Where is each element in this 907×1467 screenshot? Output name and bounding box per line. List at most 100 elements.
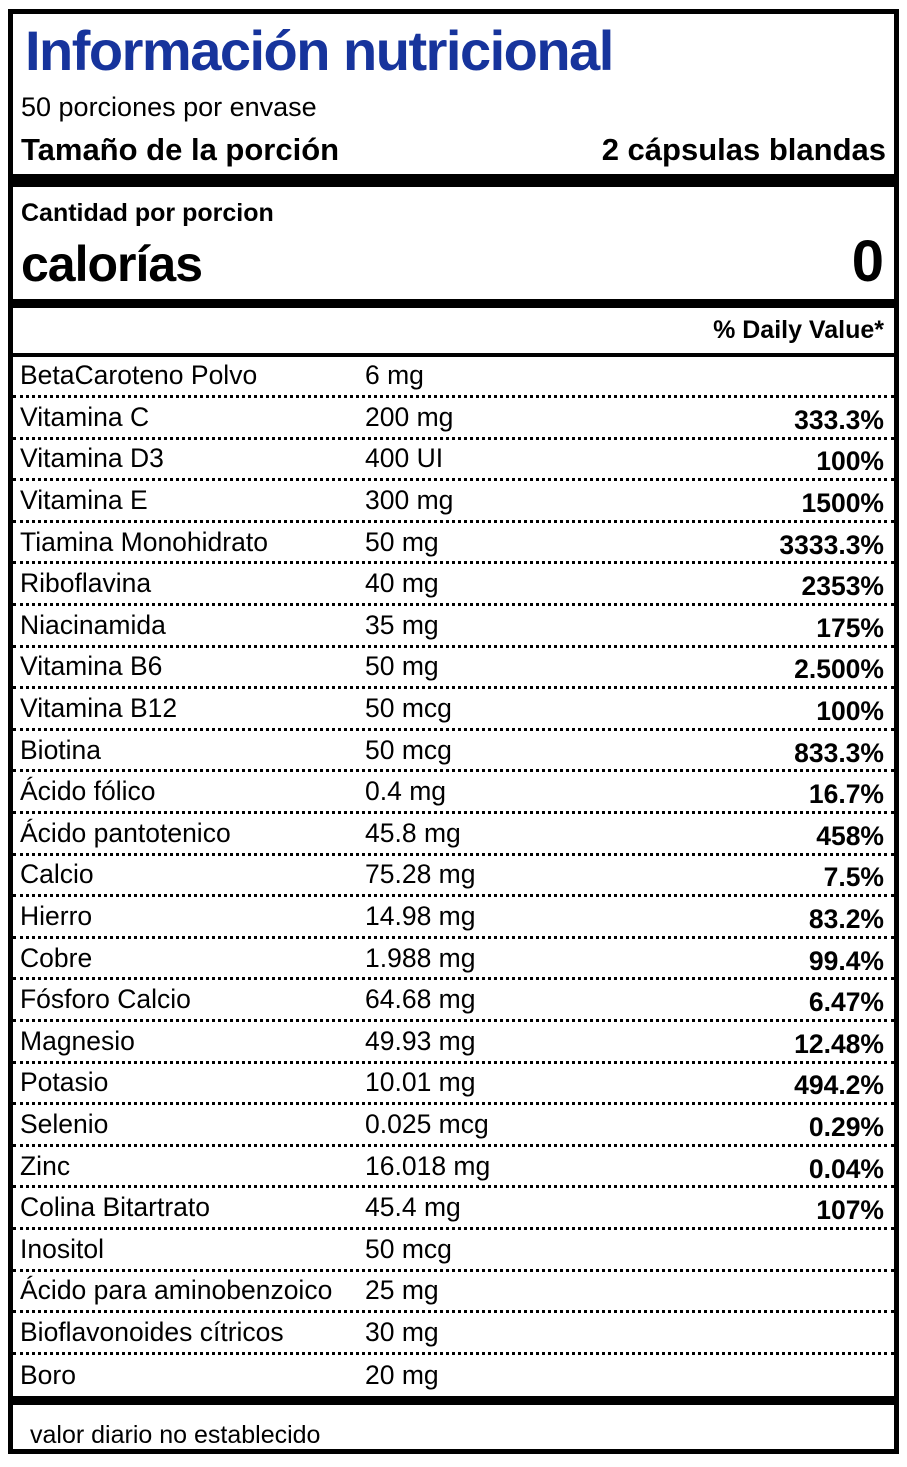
medium-divider-bottom xyxy=(13,1396,894,1406)
nutrient-name: Potasio xyxy=(20,1067,109,1098)
nutrient-daily-value: 100% xyxy=(816,696,884,727)
nutrient-table-body: BetaCaroteno Polvo 6 mg Vitamina C 200 m… xyxy=(13,357,894,1397)
nutrient-name: Magnesio xyxy=(20,1025,135,1056)
nutrient-name: Inositol xyxy=(20,1233,104,1264)
nutrient-amount: 50 mcg xyxy=(365,734,452,765)
nutrient-row: Inositol 50 mcg xyxy=(13,1230,894,1272)
nutrient-name: Vitamina E xyxy=(20,485,148,516)
nutrient-row: Vitamina D3 400 UI 100% xyxy=(13,440,894,482)
nutrient-amount: 10.01 mg xyxy=(365,1067,476,1098)
nutrient-name: Vitamina D3 xyxy=(20,443,164,474)
nutrient-amount: 6 mg xyxy=(365,360,424,391)
nutrient-row: Colina Bitartrato 45.4 mg 107% xyxy=(13,1188,894,1230)
nutrient-name: Bioflavonoides cítricos xyxy=(20,1316,284,1347)
nutrient-row: Magnesio 49.93 mg 12.48% xyxy=(13,1022,894,1064)
nutrient-amount: 1.988 mg xyxy=(365,942,476,973)
nutrient-row: Bioflavonoides cítricos 30 mg xyxy=(13,1313,894,1355)
nutrient-name: Vitamina C xyxy=(20,401,150,432)
nutrient-daily-value: 6.47% xyxy=(808,987,884,1018)
nutrient-daily-value: 100% xyxy=(816,446,884,477)
nutrient-daily-value: 12.48% xyxy=(794,1028,884,1059)
serving-size-row: Tamaño de la porción 2 cápsulas blandas xyxy=(13,124,894,174)
nutrient-row: Vitamina B12 50 mcg 100% xyxy=(13,689,894,731)
nutrient-daily-value: 494.2% xyxy=(794,1070,884,1101)
nutrient-daily-value: 83.2% xyxy=(808,904,884,935)
nutrient-amount: 0.4 mg xyxy=(365,776,447,807)
nutrient-row: Ácido pantotenico 45.8 mg 458% xyxy=(13,814,894,856)
nutrient-amount: 50 mcg xyxy=(365,693,452,724)
nutrient-row: Zinc 16.018 mg 0.04% xyxy=(13,1147,894,1189)
nutrient-amount: 400 UI xyxy=(365,443,444,474)
nutrient-daily-value: 2.500% xyxy=(794,654,884,685)
nutrient-amount: 50 mcg xyxy=(365,1233,452,1264)
nutrient-amount: 49.93 mg xyxy=(365,1025,476,1056)
nutrient-amount: 14.98 mg xyxy=(365,901,476,932)
nutrient-name: Niacinamida xyxy=(20,609,166,640)
nutrient-name: Boro xyxy=(20,1360,76,1391)
nutrient-daily-value: 16.7% xyxy=(808,779,884,810)
amount-per-serving-label: Cantidad por porcion xyxy=(21,198,274,227)
medium-divider-calories xyxy=(13,298,894,308)
nutrient-name: Hierro xyxy=(20,901,93,932)
serving-size-label: Tamaño de la porción xyxy=(21,131,340,167)
nutrient-amount: 45.8 mg xyxy=(365,817,461,848)
nutrient-daily-value: 833.3% xyxy=(794,737,884,768)
nutrient-name: Ácido fólico xyxy=(20,776,156,807)
calories-label: calorías xyxy=(21,235,203,292)
daily-value-footnote: valor diario no establecido xyxy=(30,1421,321,1450)
nutrient-name: Colina Bitartrato xyxy=(20,1192,211,1223)
calories-row: calorías 0 xyxy=(13,228,894,299)
nutrient-amount: 200 mg xyxy=(365,401,454,432)
thick-divider-top xyxy=(13,173,894,187)
nutrient-daily-value: 0.04% xyxy=(808,1153,884,1184)
nutrient-row: Tiamina Monohidrato 50 mg 3333.3% xyxy=(13,523,894,565)
nutrient-name: Zinc xyxy=(20,1150,71,1181)
nutrient-amount: 20 mg xyxy=(365,1360,439,1391)
nutrient-daily-value: 107% xyxy=(816,1195,884,1226)
nutrient-row: Ácido fólico 0.4 mg 16.7% xyxy=(13,772,894,815)
nutrient-name: Vitamina B12 xyxy=(20,693,178,724)
nutrient-name: Ácido para aminobenzoico xyxy=(20,1275,333,1306)
nutrient-row: Cobre 1.988 mg 99.4% xyxy=(13,939,894,981)
nutrient-amount: 75.28 mg xyxy=(365,859,476,890)
nutrient-amount: 25 mg xyxy=(365,1275,439,1306)
nutrient-row: Fósforo Calcio 64.68 mg 6.47% xyxy=(13,980,894,1022)
daily-value-header: % Daily Value* xyxy=(713,315,884,344)
nutrient-name: Biotina xyxy=(20,734,102,765)
calories-value: 0 xyxy=(851,228,884,294)
nutrient-name: Tiamina Monohidrato xyxy=(20,526,268,557)
nutrient-row: BetaCaroteno Polvo 6 mg xyxy=(13,357,894,399)
nutrient-daily-value: 1500% xyxy=(801,488,884,519)
nutrient-row: Biotina 50 mcg 833.3% xyxy=(13,731,894,773)
nutrient-row: Hierro 14.98 mg 83.2% xyxy=(13,897,894,939)
nutrient-row: Calcio 75.28 mg 7.5% xyxy=(13,856,894,898)
daily-value-underline xyxy=(13,352,894,357)
nutrient-amount: 50 mg xyxy=(365,526,439,557)
nutrient-name: Calcio xyxy=(20,859,94,890)
nutrient-name: Cobre xyxy=(20,942,93,973)
serving-size-value: 2 cápsulas blandas xyxy=(601,131,886,167)
nutrient-daily-value: 0.29% xyxy=(808,1111,884,1142)
nutrition-label-panel: Información nutricional 50 porciones por… xyxy=(8,9,899,1454)
nutrient-daily-value: 3333.3% xyxy=(779,529,884,560)
nutrient-row: Vitamina C 200 mg 333.3% xyxy=(13,398,894,440)
nutrient-amount: 50 mg xyxy=(365,651,439,682)
nutrient-amount: 35 mg xyxy=(365,609,439,640)
nutrient-row: Vitamina E 300 mg 1500% xyxy=(13,481,894,523)
label-title: Información nutricional xyxy=(25,19,614,82)
nutrient-row: Potasio 10.01 mg 494.2% xyxy=(13,1064,894,1106)
nutrient-amount: 16.018 mg xyxy=(365,1150,491,1181)
nutrient-daily-value: 333.3% xyxy=(794,404,884,435)
nutrient-row: Niacinamida 35 mg 175% xyxy=(13,606,894,648)
nutrient-daily-value: 175% xyxy=(816,612,884,643)
nutrient-name: Ácido pantotenico xyxy=(20,817,231,848)
nutrient-row: Boro 20 mg xyxy=(13,1355,894,1397)
nutrient-daily-value: 458% xyxy=(816,820,884,851)
nutrient-daily-value: 7.5% xyxy=(823,862,884,893)
nutrient-name: Vitamina B6 xyxy=(20,651,163,682)
servings-per-container: 50 porciones por envase xyxy=(21,92,317,123)
nutrient-name: BetaCaroteno Polvo xyxy=(20,360,258,391)
nutrient-amount: 64.68 mg xyxy=(365,984,476,1015)
nutrient-daily-value: 99.4% xyxy=(808,945,884,976)
nutrient-amount: 45.4 mg xyxy=(365,1192,461,1223)
